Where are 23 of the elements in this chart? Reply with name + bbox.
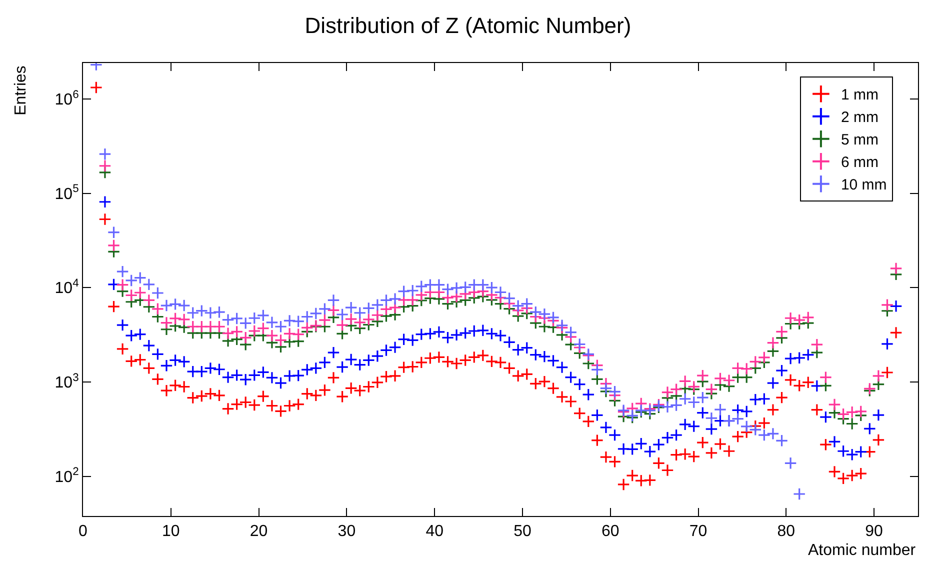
chart-title: Distribution of Z (Atomic Number) — [304, 13, 632, 38]
x-tick-label: 30 — [338, 523, 356, 540]
x-tick-label: 40 — [426, 523, 444, 540]
legend-label: 5 mm — [840, 132, 878, 149]
legend-label: 2 mm — [840, 109, 878, 126]
legend-label: 1 mm — [840, 86, 878, 104]
x-tick-label: 90 — [865, 523, 884, 540]
x-tick-label: 0 — [78, 523, 88, 540]
x-tick-label: 20 — [250, 523, 268, 540]
x-tick-label: 70 — [689, 523, 708, 540]
x-tick-label: 60 — [601, 523, 620, 540]
x-tick-label: 10 — [162, 523, 180, 540]
legend-label: 10 mm — [840, 176, 887, 194]
y-tick-label: 10$^{4}$ — [54, 277, 79, 298]
x-tick-label: 50 — [514, 523, 532, 540]
y-tick-label: 10$^{3}$ — [54, 372, 79, 392]
y-axis-title: Entries — [12, 66, 30, 116]
x-tick-label: 80 — [777, 523, 796, 540]
x-axis-title: Atomic number — [808, 542, 916, 559]
legend-label: 6 mm — [840, 154, 878, 172]
y-tick-label: 10$^{6}$ — [54, 88, 79, 108]
y-tick-label: 10$^{5}$ — [54, 183, 79, 203]
y-tick-label: 10$^{2}$ — [54, 466, 79, 486]
